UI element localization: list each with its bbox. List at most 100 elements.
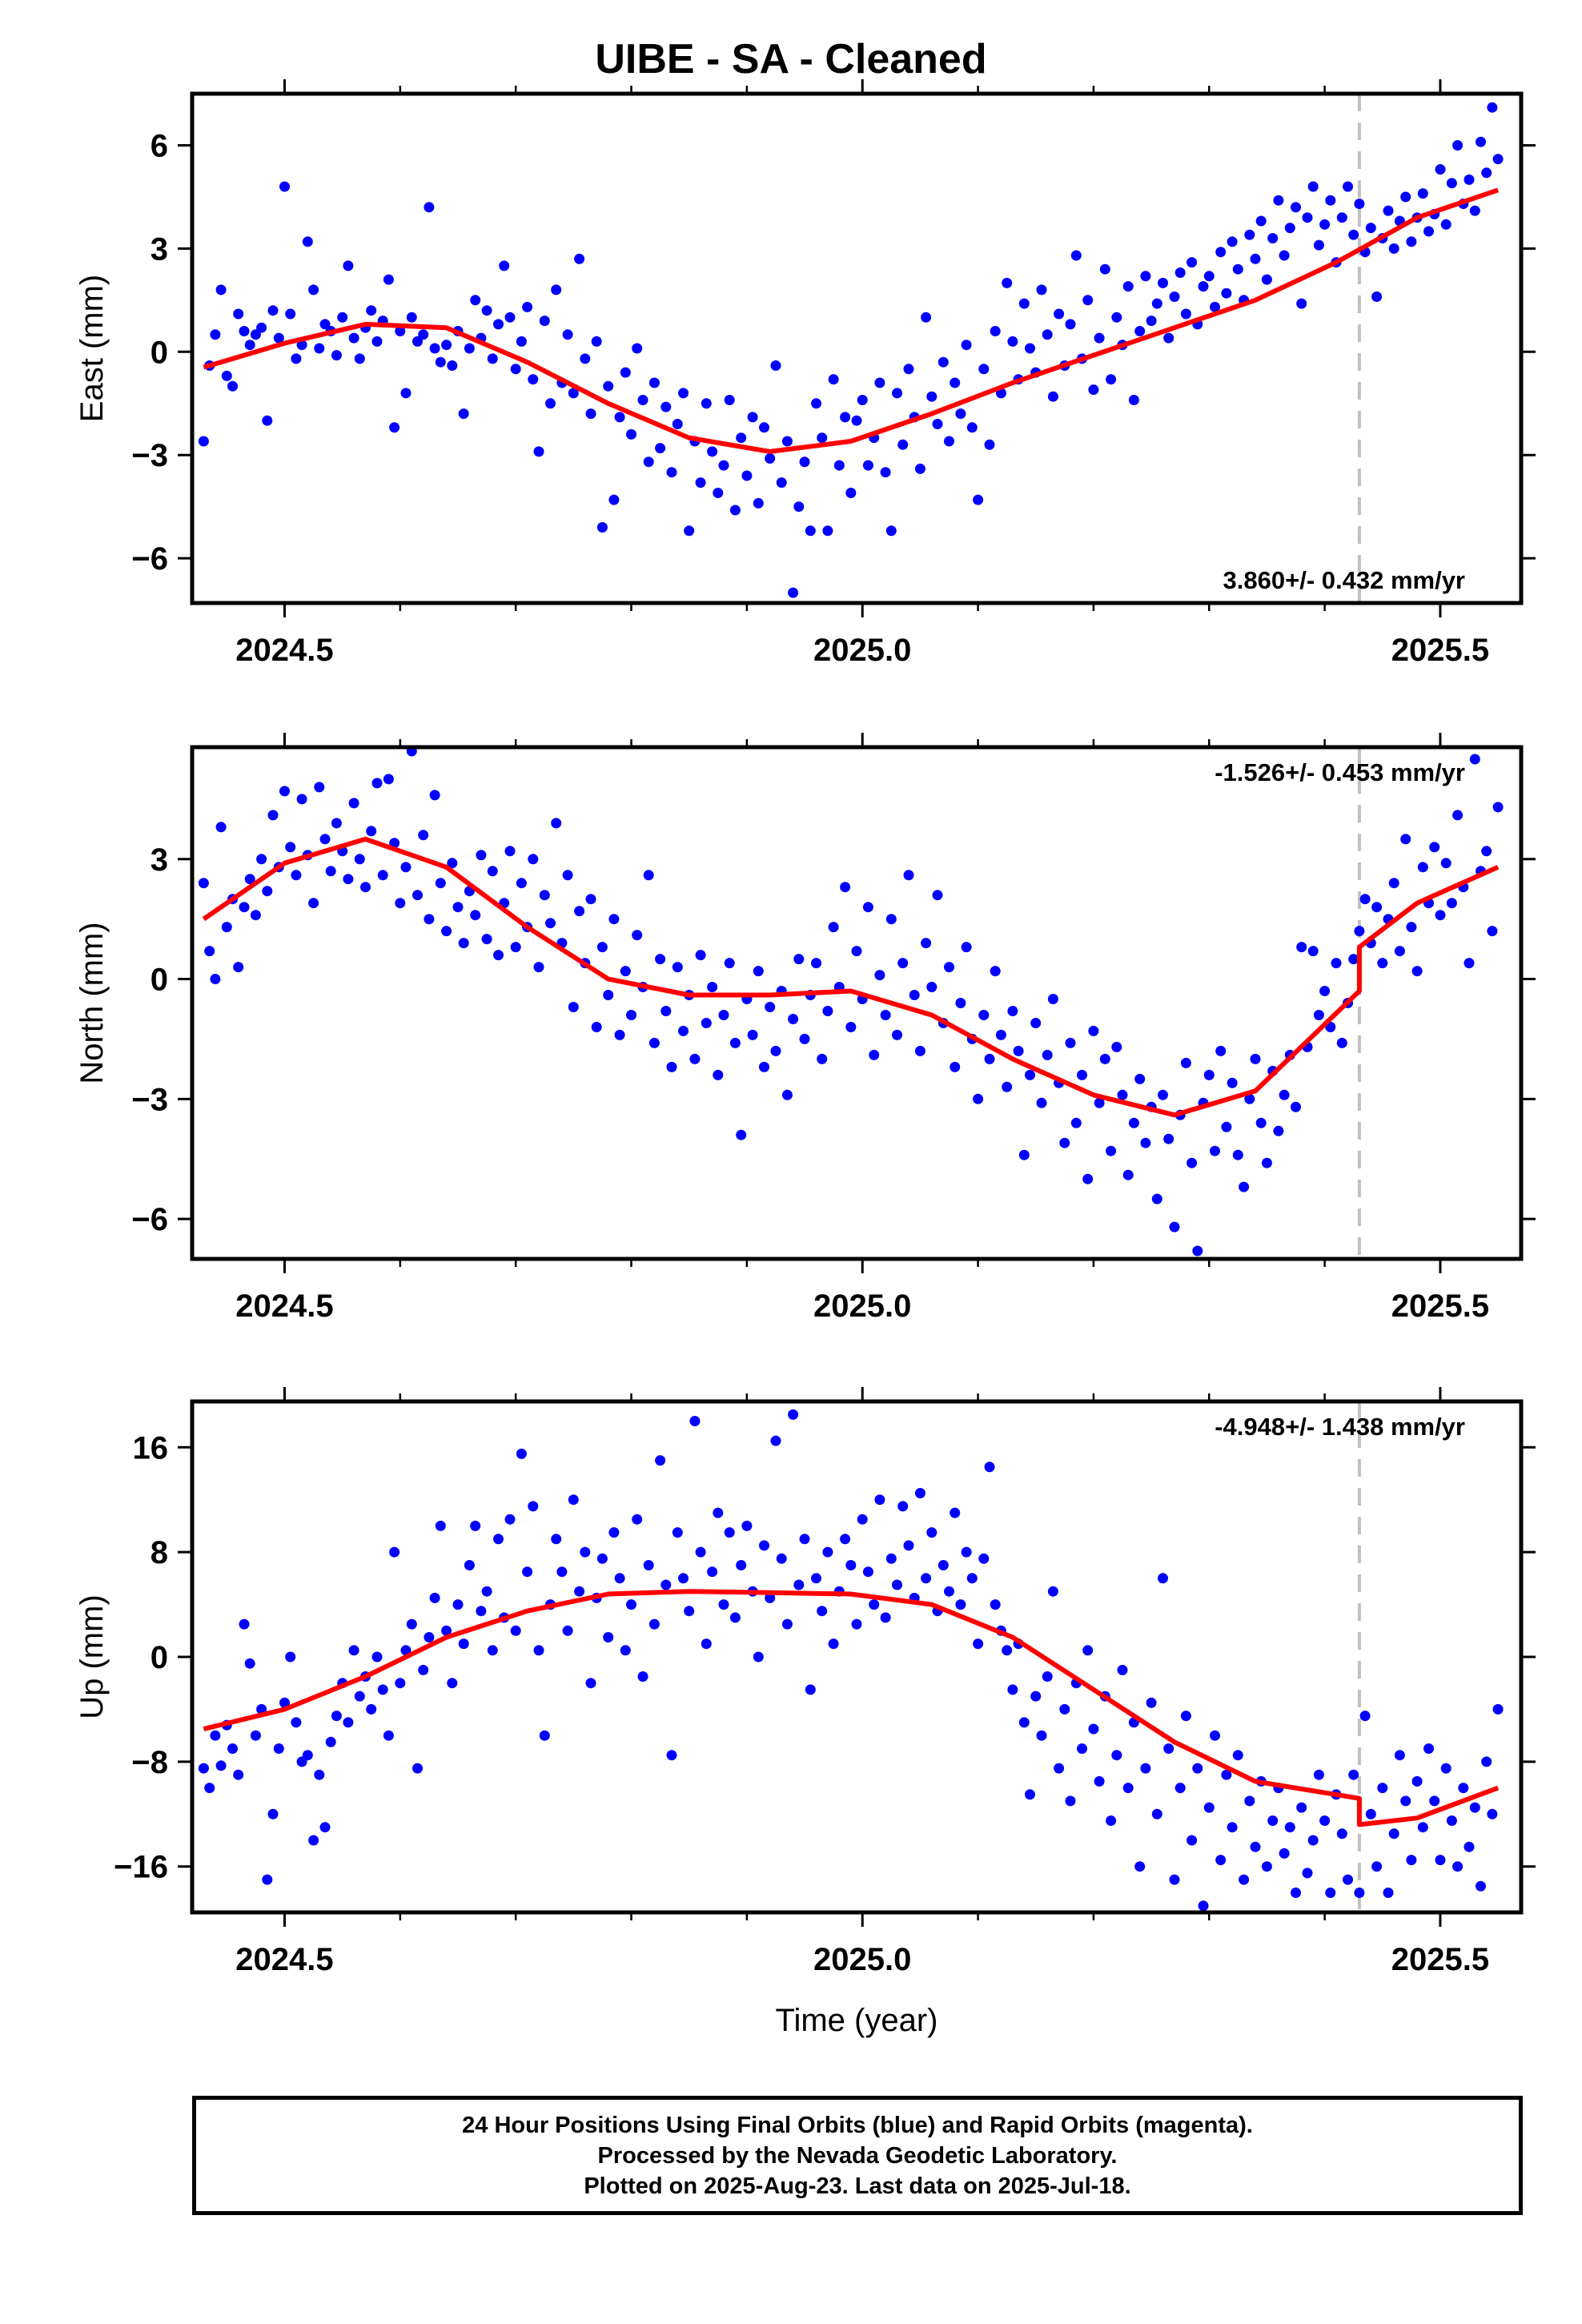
up-point [354,1691,365,1702]
up-point [1464,1841,1475,1852]
up-point [580,1546,591,1558]
up-point [828,1638,839,1650]
east-point [354,353,365,364]
north-x-tick-label: 2024.5 [235,1289,333,1324]
north-point [897,958,909,969]
north-point [279,786,290,797]
east-point [1106,374,1117,385]
up-point [1302,1868,1313,1879]
east-y-tick-label: −3 [131,438,168,473]
north-point [452,902,464,913]
north-point [1151,1193,1162,1204]
up-point [950,1507,961,1518]
east-point [591,336,602,347]
north-point [1122,1169,1134,1180]
north-point [1002,1081,1013,1092]
north-point [1250,1053,1261,1064]
east-point [978,364,990,375]
east-point [1417,188,1428,199]
east-point [1221,287,1232,299]
north-point [1227,1077,1238,1088]
up-point [1411,1775,1423,1787]
east-point [343,260,354,271]
north-point [724,958,735,969]
north-point [880,1010,891,1020]
north-point [291,870,302,881]
up-point [1186,1835,1198,1846]
north-point [1331,958,1342,969]
north-point [1481,846,1492,857]
up-point [695,1546,706,1558]
up-point [487,1645,498,1656]
up-y-tick-label: 8 [151,1535,168,1570]
north-point [736,1129,747,1140]
east-point [1210,301,1220,312]
up-point [1106,1815,1117,1826]
east-point [441,340,452,351]
up-point [637,1671,648,1682]
north-point [354,854,365,865]
up-point [1221,1769,1232,1780]
east-point [648,377,660,388]
up-point [1094,1775,1105,1787]
east-point [862,460,873,471]
north-point [1464,958,1475,969]
north-point [233,962,244,973]
east-model-curve [203,187,1500,454]
north-point [811,958,821,969]
north-point [1244,1093,1255,1104]
up-point [620,1645,631,1656]
north-point [926,982,938,992]
north-point [1487,926,1498,937]
up-model-curve [203,1589,1500,1827]
up-point [343,1717,354,1728]
up-point [776,1553,787,1564]
east-point [267,305,279,316]
east-point [319,319,331,330]
east-point [198,436,209,447]
up-point [1406,1855,1417,1866]
up-point [406,1618,417,1630]
north-point [961,942,972,953]
east-point [655,443,666,454]
up-point [383,1730,394,1741]
up-point [914,1488,926,1498]
up-point [944,1586,954,1597]
east-point [944,436,954,447]
north-point [1469,754,1480,765]
north-point [574,906,585,917]
up-point [348,1645,359,1656]
east-point [1146,316,1157,327]
north-point [765,1002,776,1012]
up-point [626,1599,636,1610]
up-point [1215,1855,1227,1866]
up-point [799,1534,810,1545]
up-point [447,1678,458,1689]
north-point [221,922,232,933]
up-point [1227,1822,1238,1833]
north-y-tick-label: 3 [151,842,168,878]
east-point [984,439,995,450]
north-point [753,966,764,977]
up-point [1059,1703,1070,1715]
east-point [793,501,805,513]
east-point [1388,243,1399,254]
up-point [1469,1802,1480,1813]
east-point [1198,281,1209,292]
east-point [551,284,562,296]
north-point [1255,1117,1267,1128]
east-point [470,295,481,306]
east-point [481,305,492,316]
north-point [661,1006,672,1016]
up-point [1377,1783,1388,1794]
up-point [568,1494,579,1506]
up-point [1279,1848,1290,1859]
north-point [400,862,412,873]
up-point [1250,1841,1261,1852]
north-point [325,866,336,877]
north-point [788,1014,799,1024]
up-point [921,1573,932,1584]
up-point [239,1618,250,1630]
east-point [493,319,504,330]
north-point [1070,1117,1082,1128]
